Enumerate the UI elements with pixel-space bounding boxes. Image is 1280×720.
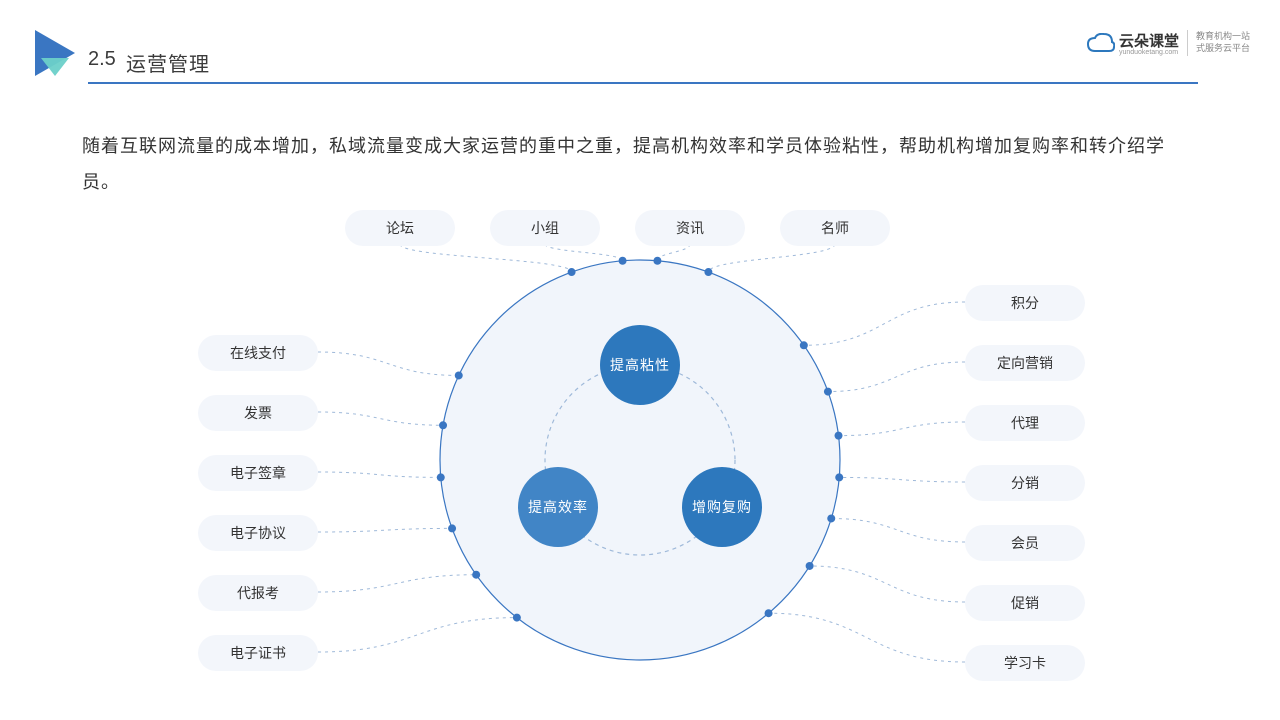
pill-points: 积分 (965, 285, 1085, 321)
pill-group: 小组 (490, 210, 600, 246)
section-title: 运营管理 (126, 48, 210, 77)
play-triangle-icon (35, 30, 81, 76)
pill-pay: 在线支付 (198, 335, 318, 371)
diagram-canvas (0, 200, 1280, 720)
hub-stickiness: 提高粘性 (600, 325, 680, 405)
pill-agent: 代理 (965, 405, 1085, 441)
description-text: 随着互联网流量的成本增加，私域流量变成大家运营的重中之重，提高机构效率和学员体验… (82, 128, 1202, 200)
section-number: 2.5 (88, 48, 116, 71)
pill-dist: 分销 (965, 465, 1085, 501)
pill-member: 会员 (965, 525, 1085, 561)
header-underline (88, 82, 1198, 84)
brand-logo: 云朵课堂 yunduoketang.com 教育机构一站 式服务云平台 (1087, 30, 1250, 56)
pill-card: 学习卡 (965, 645, 1085, 681)
logo-divider (1187, 30, 1188, 56)
pill-teacher: 名师 (780, 210, 890, 246)
logo-tagline-line2: 式服务云平台 (1196, 43, 1250, 55)
pill-esign: 电子签章 (198, 455, 318, 491)
pill-forum: 论坛 (345, 210, 455, 246)
pill-marketing: 定向营销 (965, 345, 1085, 381)
hub-repurchase: 增购复购 (682, 467, 762, 547)
pill-invoice: 发票 (198, 395, 318, 431)
pill-ecert: 电子证书 (198, 635, 318, 671)
cloud-icon (1087, 33, 1115, 53)
logo-brand-text: 云朵课堂 (1119, 33, 1179, 50)
operations-diagram: 提高粘性提高效率 增购复购 论坛小组资讯名师在线支付发票电子签章电子协议代报考电子… (0, 200, 1280, 720)
pill-news: 资讯 (635, 210, 745, 246)
logo-tagline: 教育机构一站 式服务云平台 (1196, 31, 1250, 54)
hub-efficiency: 提高效率 (518, 467, 598, 547)
pill-promo: 促销 (965, 585, 1085, 621)
pill-eagree: 电子协议 (198, 515, 318, 551)
logo-domain-text: yunduoketang.com (1119, 49, 1179, 56)
logo-tagline-line1: 教育机构一站 (1196, 31, 1250, 43)
pill-exam: 代报考 (198, 575, 318, 611)
